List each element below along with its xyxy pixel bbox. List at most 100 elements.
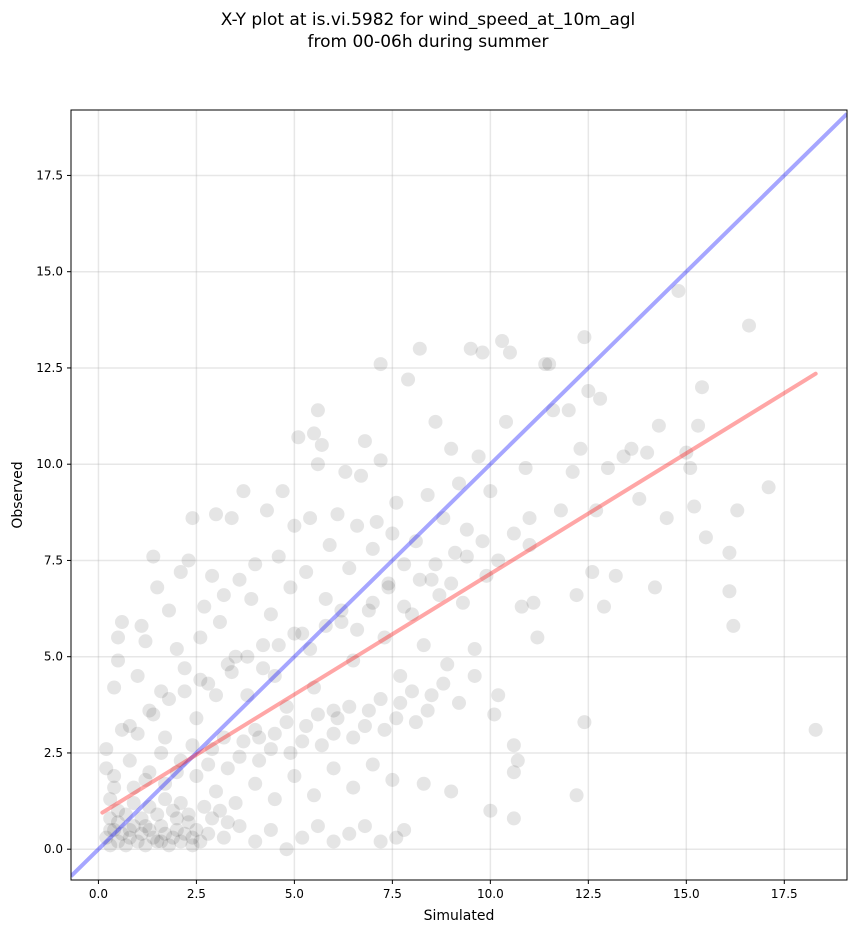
data-point bbox=[189, 769, 204, 784]
data-point bbox=[263, 607, 278, 622]
data-point bbox=[624, 441, 639, 456]
data-point bbox=[373, 692, 388, 707]
data-point bbox=[114, 722, 129, 737]
data-point bbox=[338, 464, 353, 479]
data-point bbox=[565, 464, 580, 479]
data-point bbox=[306, 426, 321, 441]
data-point bbox=[138, 838, 153, 853]
data-point bbox=[593, 391, 608, 406]
data-point bbox=[436, 676, 451, 691]
data-point bbox=[111, 803, 126, 818]
data-point bbox=[640, 445, 655, 460]
data-point bbox=[256, 661, 271, 676]
data-point bbox=[467, 668, 482, 683]
data-point bbox=[130, 668, 145, 683]
data-point bbox=[483, 803, 498, 818]
data-point bbox=[185, 511, 200, 526]
data-point bbox=[698, 530, 713, 545]
data-point bbox=[169, 765, 184, 780]
data-point bbox=[134, 811, 149, 826]
data-point bbox=[318, 591, 333, 606]
data-point bbox=[471, 449, 486, 464]
data-point bbox=[310, 403, 325, 418]
data-point bbox=[248, 776, 263, 791]
data-point bbox=[346, 730, 361, 745]
data-point bbox=[687, 499, 702, 514]
data-point bbox=[248, 834, 263, 849]
data-point bbox=[299, 565, 314, 579]
data-point bbox=[122, 719, 137, 733]
data-point bbox=[158, 730, 173, 745]
data-point bbox=[506, 765, 521, 780]
data-point bbox=[209, 688, 224, 703]
data-point bbox=[310, 457, 325, 472]
data-point bbox=[334, 615, 349, 630]
data-point bbox=[228, 796, 243, 810]
data-point bbox=[197, 599, 212, 614]
data-point bbox=[126, 780, 141, 795]
data-point bbox=[224, 665, 239, 680]
data-point bbox=[248, 557, 263, 572]
data-point bbox=[138, 772, 153, 787]
data-point bbox=[126, 819, 141, 834]
data-point bbox=[134, 618, 149, 633]
data-point bbox=[522, 511, 537, 526]
data-point bbox=[232, 572, 247, 587]
axis-ticks: 0.0 2.5 5.0 7.5 10.0 12.5 15.0 17.5 0.0 2.5 5.0 7.5… bbox=[36, 168, 797, 901]
data-point bbox=[444, 441, 459, 456]
data-point bbox=[107, 769, 122, 784]
data-point bbox=[146, 707, 161, 722]
data-point bbox=[651, 418, 666, 433]
data-point bbox=[632, 491, 647, 506]
data-point bbox=[263, 822, 278, 837]
x-axis-label: Simulated bbox=[424, 908, 495, 924]
data-point bbox=[373, 357, 388, 372]
data-point bbox=[154, 745, 169, 760]
data-point bbox=[389, 830, 404, 845]
y-tick-label: 12.5 bbox=[36, 361, 63, 375]
data-point bbox=[483, 484, 498, 499]
data-point bbox=[138, 819, 153, 834]
data-point bbox=[103, 792, 118, 807]
data-point bbox=[212, 615, 227, 630]
y-tick-label: 15.0 bbox=[36, 265, 63, 279]
data-point bbox=[248, 722, 263, 737]
data-point bbox=[542, 357, 557, 372]
data-point bbox=[291, 430, 306, 445]
x-tick-label: 15.0 bbox=[673, 887, 700, 901]
x-tick-label: 2.5 bbox=[187, 887, 206, 901]
data-point bbox=[420, 488, 435, 502]
data-point bbox=[193, 672, 208, 687]
data-point bbox=[722, 584, 737, 599]
data-point bbox=[287, 626, 302, 641]
data-point bbox=[130, 726, 145, 741]
data-point bbox=[546, 403, 561, 418]
x-tick-label: 17.5 bbox=[771, 887, 798, 901]
data-point bbox=[659, 511, 674, 526]
data-point bbox=[491, 688, 506, 703]
data-point bbox=[173, 834, 188, 849]
data-point bbox=[189, 711, 204, 726]
data-point bbox=[118, 807, 133, 822]
data-point bbox=[99, 830, 114, 845]
data-point bbox=[165, 830, 180, 845]
data-point bbox=[808, 722, 823, 737]
data-point bbox=[173, 796, 188, 810]
data-point bbox=[742, 318, 757, 333]
data-point bbox=[365, 595, 380, 610]
data-point bbox=[412, 341, 427, 356]
data-point bbox=[342, 561, 357, 576]
data-point bbox=[201, 826, 216, 841]
data-point bbox=[397, 599, 412, 614]
data-point bbox=[385, 772, 400, 787]
data-point bbox=[197, 799, 212, 814]
data-point bbox=[111, 630, 126, 645]
y-tick-label: 7.5 bbox=[44, 553, 63, 567]
data-point bbox=[444, 576, 459, 591]
data-point bbox=[600, 461, 615, 476]
data-point bbox=[354, 468, 369, 483]
data-point bbox=[506, 811, 521, 826]
data-point bbox=[475, 534, 490, 549]
data-point bbox=[506, 526, 521, 541]
y-tick-label: 5.0 bbox=[44, 650, 63, 664]
